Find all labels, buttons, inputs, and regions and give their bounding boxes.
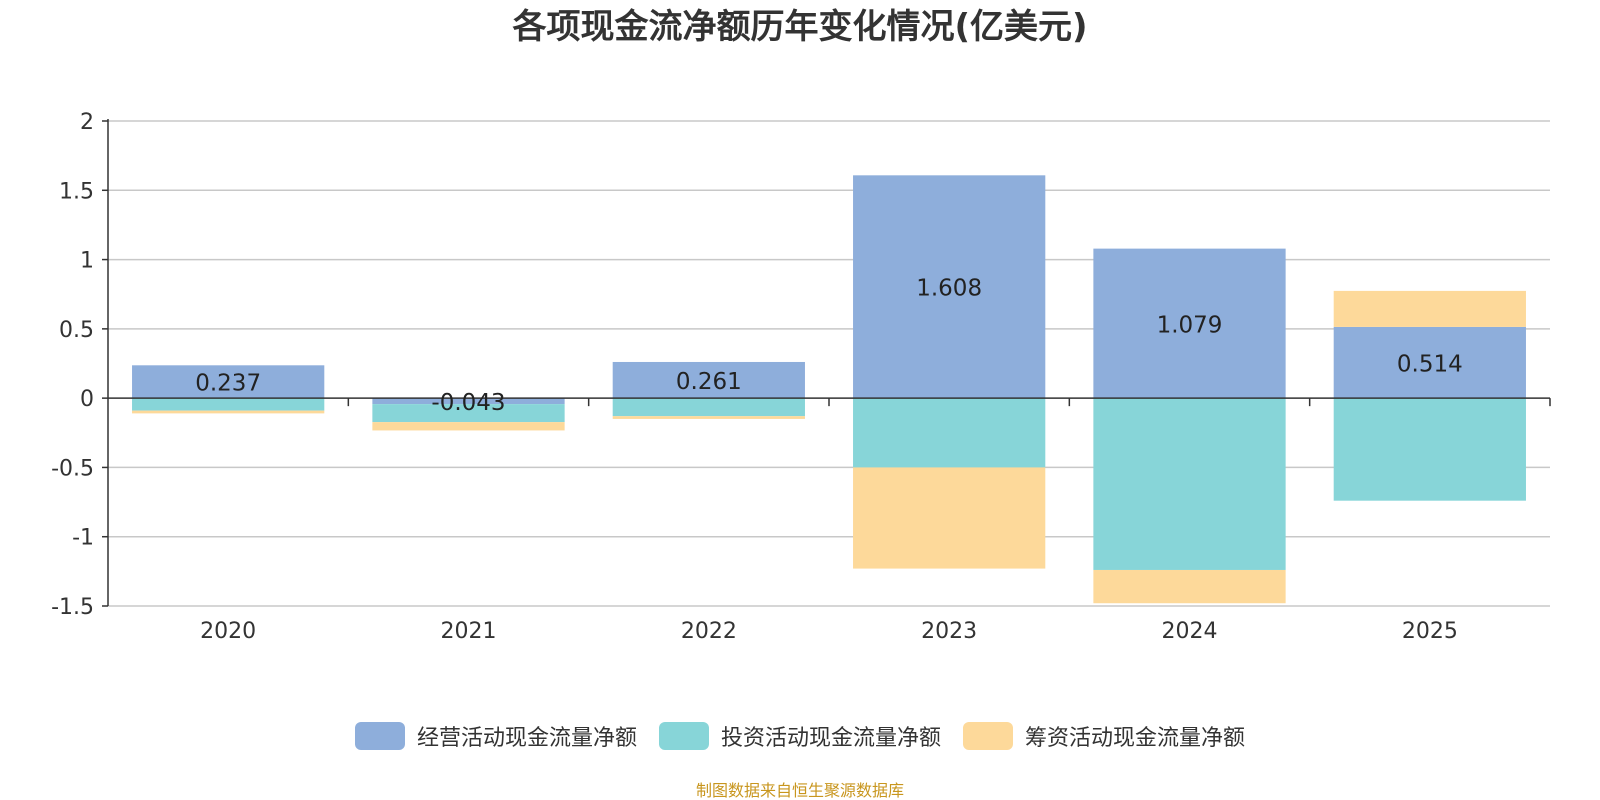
data-label: 0.514 [1397, 352, 1463, 378]
y-tick-label: -0.5 [51, 456, 94, 481]
legend-swatch [354, 722, 405, 750]
y-tick-label: 1.5 [59, 179, 94, 204]
bar-2025-series-0 [1333, 326, 1526, 399]
data-label: 0.237 [195, 371, 261, 397]
bar-2024-series-2 [1093, 569, 1286, 604]
bar-2020-series-0 [132, 365, 325, 399]
bar-2025-series-2 [1333, 290, 1526, 327]
data-label: 1.608 [916, 276, 982, 302]
bar-2022-series-1 [612, 398, 805, 417]
y-tick-label: 1 [80, 249, 94, 274]
legend-label: 经营活动现金流量净额 [416, 726, 637, 751]
data-label: -0.043 [431, 390, 505, 416]
bars [132, 175, 1526, 604]
chart-title: 各项现金流净额历年变化情况(亿美元) [512, 7, 1088, 47]
y-tick-label: 0 [80, 387, 94, 412]
bar-2021-series-0 [372, 398, 565, 405]
bar-2020-series-1 [132, 398, 325, 411]
legend-swatch [963, 722, 1013, 750]
bar-2024-series-1 [1093, 398, 1286, 570]
bar-2024-series-0 [1093, 248, 1286, 399]
data-label: 0.261 [676, 369, 742, 395]
y-tick-label: -1 [72, 526, 94, 551]
bar-2021-series-1 [372, 404, 565, 423]
legend-item[interactable]: 经营活动现金流量净额 [354, 720, 637, 752]
x-tick-label: 2024 [1162, 619, 1218, 644]
bar-2023-series-0 [853, 175, 1046, 399]
bar-2022-series-2 [612, 416, 805, 419]
data-label: 1.079 [1157, 312, 1223, 338]
x-tick-label: 2020 [200, 619, 256, 644]
data-labels: 0.237 -0.043 0.261 1.608 1.079 0.514 [195, 276, 1463, 416]
x-tick-label: 2025 [1402, 619, 1458, 644]
legend-item[interactable]: 筹资活动现金流量净额 [963, 720, 1245, 752]
legend-swatch [658, 722, 709, 750]
x-tick-label: 2022 [681, 619, 737, 644]
legend-item[interactable]: 投资活动现金流量净额 [658, 720, 941, 752]
bar-2025-series-1 [1333, 398, 1526, 501]
bar-2021-series-2 [372, 422, 565, 431]
bar-2022-series-0 [612, 361, 805, 399]
bar-2023-series-1 [853, 398, 1046, 468]
source-note: 制图数据来自恒生聚源数据库 [695, 781, 904, 800]
grid-lines [108, 120, 1550, 607]
legend-label: 筹资活动现金流量净额 [1025, 726, 1246, 751]
bar-2020-series-2 [132, 410, 325, 414]
y-tick-label: -1.5 [51, 595, 94, 620]
y-tick-label: 0.5 [59, 318, 94, 343]
y-tick-label: 2 [80, 110, 94, 135]
legend-label: 投资活动现金流量净额 [720, 726, 941, 751]
legend: 经营活动现金流量净额 投资活动现金流量净额 筹资活动现金流量净额 [0, 720, 1600, 752]
bar-2023-series-2 [853, 467, 1046, 569]
axes: 2 1.5 1 0.5 0 -0.5 -1 -1.5 2020 2021 2022 2023 2024 2… [51, 110, 1551, 644]
x-tick-label: 2021 [441, 619, 497, 644]
x-tick-label: 2023 [921, 619, 977, 644]
